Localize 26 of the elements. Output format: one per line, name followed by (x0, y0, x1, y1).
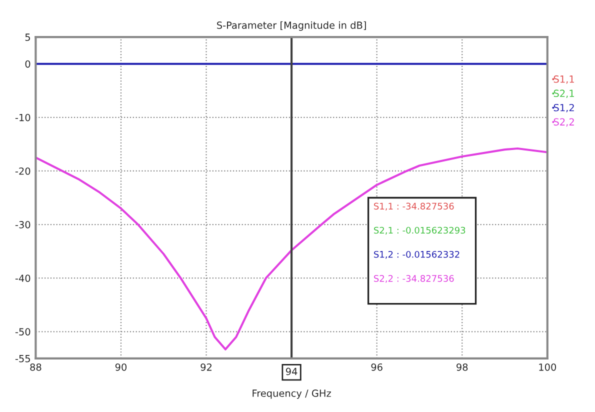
ref-line-label: 94 (286, 368, 298, 376)
y-tick-label: -30 (15, 221, 30, 228)
x-tick-label: 96 (371, 363, 382, 371)
annotation: S1,2 : -0.01562332 (374, 250, 460, 259)
y-tick-label: 5 (25, 34, 30, 41)
annotation: S2,1 : -0.015623293 (374, 226, 466, 235)
line-series (36, 147, 548, 350)
y-tick-label: -10 (15, 114, 30, 122)
x-axis-title: Frequency / GHz (252, 390, 331, 399)
y-tick-label: -20 (15, 167, 30, 175)
annotation: S2,2 : -34.827536 (374, 275, 454, 283)
legend-label: S1,1 (554, 75, 574, 84)
y-tick-label: 0 (25, 60, 30, 68)
annotation: S1,1 : -34.827536 (374, 202, 454, 210)
legend-label: S1,2 (554, 104, 574, 112)
y-tick-label: -50 (15, 328, 30, 336)
legend-label: S2,2 (554, 118, 574, 127)
x-tick-label: 98 (456, 363, 468, 371)
x-tick-label: 92 (200, 363, 212, 371)
legend-label: S2,1 (554, 90, 574, 98)
x-tick-label: 88 (30, 363, 42, 371)
x-tick-label: 100 (539, 363, 556, 371)
y-tick-label: -40 (15, 274, 30, 282)
x-tick-label: 90 (115, 363, 127, 371)
chart-title: S-Parameter [Magnitude in dB] (217, 21, 366, 31)
y-tick-label: -55 (15, 355, 30, 362)
